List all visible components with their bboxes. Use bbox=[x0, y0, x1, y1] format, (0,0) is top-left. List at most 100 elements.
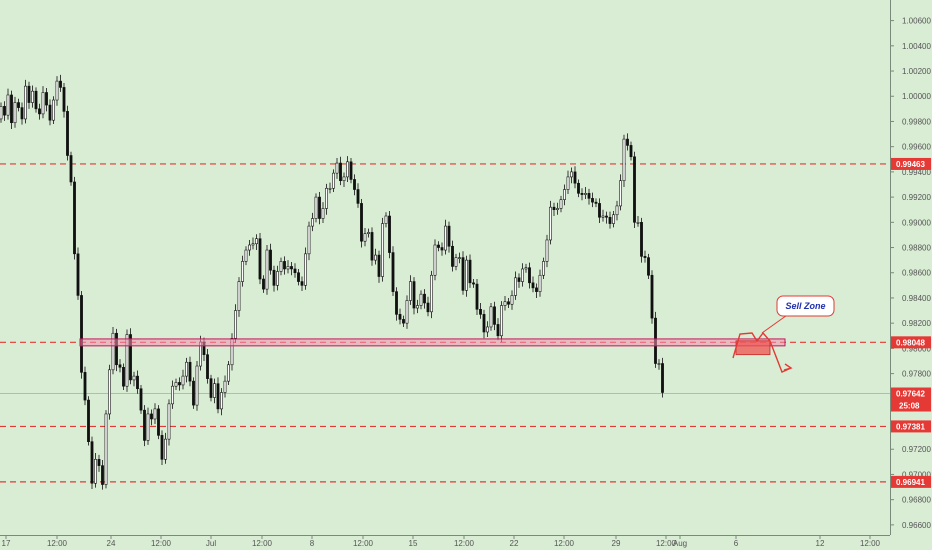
candle-bearish bbox=[188, 356, 192, 387]
candle-bullish bbox=[185, 357, 188, 383]
candle-bearish bbox=[650, 270, 654, 324]
candle-bullish bbox=[153, 403, 157, 425]
candle-body bbox=[430, 274, 433, 313]
candle-body bbox=[535, 287, 538, 292]
candle-bearish bbox=[209, 374, 213, 402]
candle-body bbox=[580, 193, 584, 195]
candle-bearish bbox=[87, 396, 90, 446]
candle-bullish bbox=[566, 170, 570, 194]
price-tick-label: 0.99000 bbox=[902, 218, 931, 227]
candle-body bbox=[181, 375, 185, 386]
candle-body bbox=[6, 94, 10, 116]
candle-bullish bbox=[524, 263, 528, 273]
candle-body bbox=[388, 215, 391, 253]
candle-body bbox=[608, 216, 612, 224]
time-tick-label: 12:00 bbox=[353, 539, 374, 548]
candle-bearish bbox=[360, 198, 363, 248]
candle-body bbox=[10, 94, 13, 124]
candle-body bbox=[465, 259, 468, 291]
candle-bearish bbox=[370, 227, 374, 266]
candle-body bbox=[62, 87, 66, 112]
candle-bearish bbox=[262, 275, 265, 293]
candle-body bbox=[244, 249, 248, 262]
candle-bearish bbox=[447, 221, 451, 253]
candle-bullish bbox=[244, 246, 248, 266]
candle-body bbox=[192, 380, 195, 406]
candle-bearish bbox=[206, 349, 209, 384]
candle-body bbox=[360, 203, 363, 242]
candle-body bbox=[444, 225, 447, 251]
candle-bearish bbox=[573, 166, 577, 189]
candle-bearish bbox=[507, 297, 510, 309]
candle-body bbox=[97, 459, 101, 466]
candle-body bbox=[416, 305, 419, 309]
candle-bullish bbox=[559, 195, 563, 213]
candle-body bbox=[503, 301, 507, 306]
candle-body bbox=[34, 90, 38, 110]
candle-body bbox=[521, 268, 524, 282]
candle-body bbox=[458, 257, 461, 259]
candle-body bbox=[209, 378, 213, 398]
candle-body bbox=[570, 171, 573, 178]
candle-bullish bbox=[444, 219, 447, 255]
candle-body bbox=[241, 261, 244, 282]
candle-body bbox=[300, 281, 304, 286]
candle-body bbox=[377, 254, 381, 277]
candle-body bbox=[3, 106, 6, 116]
candle-bearish bbox=[437, 241, 440, 252]
candle-bullish bbox=[171, 380, 174, 409]
candle-body bbox=[374, 254, 377, 261]
candle-body bbox=[139, 388, 143, 411]
candle-bullish bbox=[167, 399, 171, 446]
candle-body bbox=[514, 277, 517, 296]
time-tick-label: 29 bbox=[612, 539, 621, 548]
candle-bullish bbox=[164, 432, 167, 464]
candle-body bbox=[279, 261, 283, 272]
candle-bearish bbox=[178, 377, 181, 391]
candle-bearish bbox=[398, 308, 402, 325]
candle-bearish bbox=[643, 250, 647, 263]
candle-body bbox=[171, 385, 174, 405]
candle-body bbox=[587, 193, 591, 199]
candle-bearish bbox=[577, 179, 580, 198]
candle-bearish bbox=[283, 256, 286, 275]
candle-body bbox=[69, 155, 73, 183]
candle-bearish bbox=[440, 242, 444, 256]
candle-bearish bbox=[115, 328, 118, 372]
candle-bearish bbox=[349, 158, 353, 184]
candle-bullish bbox=[255, 234, 258, 251]
current-price-tag bbox=[891, 387, 931, 400]
candle-body bbox=[115, 332, 118, 366]
candle-body bbox=[48, 104, 52, 121]
candle-body bbox=[342, 176, 346, 182]
candle-body bbox=[66, 111, 69, 156]
candle-bullish bbox=[213, 378, 216, 404]
candle-bullish bbox=[108, 364, 111, 420]
candle-bearish bbox=[391, 246, 395, 297]
candle-bullish bbox=[41, 86, 45, 119]
candle-bearish bbox=[129, 328, 132, 385]
candle-body bbox=[83, 372, 87, 401]
candle-bullish bbox=[328, 182, 332, 194]
candle-body bbox=[353, 179, 356, 190]
candle-bullish bbox=[430, 270, 433, 319]
candle-body bbox=[615, 205, 619, 216]
candle-body bbox=[237, 281, 241, 311]
candle-bearish bbox=[339, 156, 342, 186]
candle-body bbox=[311, 218, 314, 227]
candle-bullish bbox=[454, 253, 458, 271]
candle-body bbox=[104, 413, 108, 485]
candle-body bbox=[73, 181, 76, 255]
price-tick-label: 0.96800 bbox=[902, 496, 931, 505]
candle-body bbox=[258, 238, 262, 280]
candle-body bbox=[290, 266, 293, 270]
annotations: Sell Zone bbox=[732, 295, 835, 373]
candle-body bbox=[419, 293, 423, 306]
candle-bearish bbox=[640, 217, 643, 263]
candle-bullish bbox=[521, 263, 524, 287]
candle-body bbox=[398, 314, 402, 320]
candle-bullish bbox=[342, 172, 346, 188]
countdown-text: 25:08 bbox=[899, 402, 920, 411]
candle-bearish bbox=[552, 202, 556, 217]
